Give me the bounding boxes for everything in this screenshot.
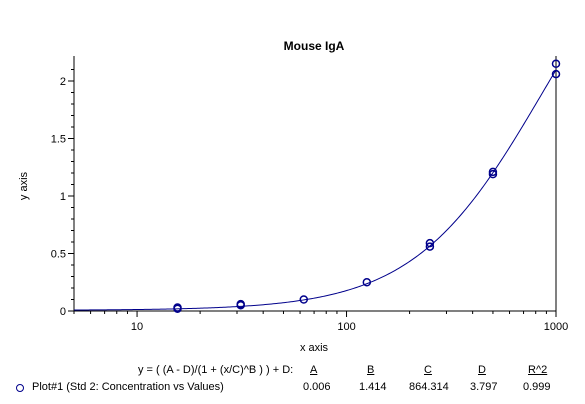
- axes: [73, 56, 557, 312]
- legend-marker-icon: [16, 384, 24, 392]
- fit-header-d: D: [478, 364, 486, 376]
- fit-header-c: C: [424, 364, 432, 376]
- fit-value-b: 1.414: [359, 381, 387, 393]
- x-tick-label: 100: [337, 321, 355, 333]
- fit-value-a: 0.006: [303, 381, 331, 393]
- x-tick-label: 10: [131, 321, 143, 333]
- data-points: [173, 59, 561, 313]
- legend-row: Plot#1 (Std 2: Concentration vs Values) …: [0, 381, 585, 397]
- data-point: [362, 278, 372, 287]
- fit-curve-layer: [73, 69, 557, 311]
- x-tick-label: 1000: [544, 321, 568, 333]
- y-tick-label: 2: [60, 76, 66, 88]
- data-point: [236, 299, 245, 309]
- x-axis-title: x axis: [300, 342, 329, 354]
- y-tick-label: 1: [60, 191, 66, 203]
- data-point: [299, 295, 309, 304]
- legend: y = ( (A - D)/(1 + (x/C)^B ) ) + D: A B …: [0, 364, 585, 400]
- fit-value-c: 864.314: [409, 381, 449, 393]
- chart-title: Mouse IgA: [284, 39, 345, 53]
- y-tick-label: 0: [60, 306, 66, 318]
- fit-header-a: A: [310, 364, 318, 376]
- data-point: [425, 238, 435, 248]
- fit-curve: [73, 69, 557, 311]
- data-point: [551, 59, 561, 68]
- data-point: [173, 303, 182, 312]
- fit-header-b: B: [367, 364, 375, 376]
- legend-series-label: Plot#1 (Std 2: Concentration vs Values): [32, 381, 224, 393]
- data-point: [425, 242, 435, 251]
- fit-header-r2: R^2: [528, 364, 548, 376]
- y-axis-title: y axis: [18, 171, 30, 200]
- data-point: [488, 167, 498, 177]
- y-tick-label: 1.5: [51, 134, 66, 146]
- fit-equation: y = ( (A - D)/(1 + (x/C)^B ) ) + D:: [138, 364, 294, 376]
- chart: Mouse IgA y axis x axis 0 0.5 1 1.5 2 10 100 10…: [18, 39, 568, 354]
- fit-header-row: y = ( (A - D)/(1 + (x/C)^B ) ) + D: A B …: [0, 364, 585, 380]
- fit-value-r2: 0.999: [523, 381, 551, 393]
- y-tick-label: 0.5: [51, 249, 66, 261]
- ticks: 0 0.5 1 1.5 2 10 100 1000: [51, 69, 568, 333]
- fit-value-d: 3.797: [470, 381, 498, 393]
- data-point: [551, 69, 561, 79]
